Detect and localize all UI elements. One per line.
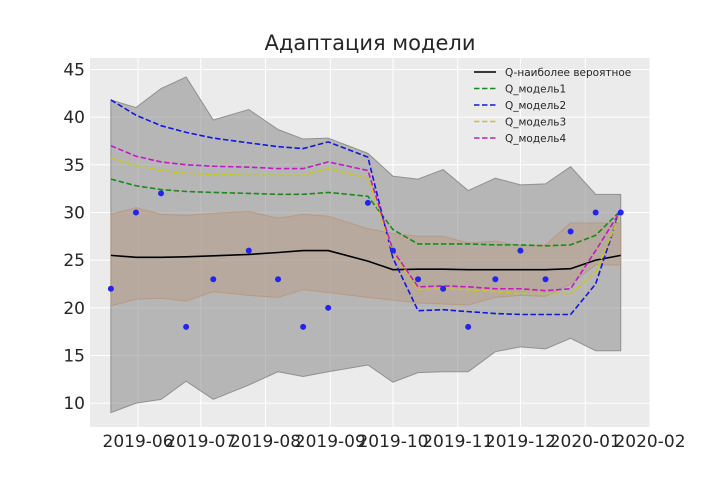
legend-label: Q-наиболее вероятное — [505, 67, 631, 79]
data-point — [210, 276, 217, 283]
x-tick-label: 2019-09 — [295, 432, 366, 452]
axis-tick-labels: 10152025303540452019-062019-072019-08201… — [63, 60, 685, 452]
series-line-1 — [110, 178, 622, 247]
data-point — [592, 209, 599, 216]
data-point — [325, 304, 332, 311]
data-point — [107, 285, 114, 292]
x-tick-label: 2020-01 — [550, 432, 621, 452]
data-point — [275, 276, 282, 283]
series-line-0 — [110, 249, 621, 271]
y-tick-label: 20 — [63, 299, 85, 319]
series-line-3 — [110, 157, 622, 295]
y-tick-label: 10 — [63, 394, 85, 414]
series-line-2 — [110, 99, 622, 316]
observed-points — [107, 190, 624, 330]
data-point — [158, 190, 165, 197]
legend-label: Q_модель3 — [505, 117, 566, 129]
legend-label: Q_модель4 — [505, 133, 566, 145]
x-tick-label: 2019-07 — [165, 432, 236, 452]
x-tick-label: 2020-02 — [614, 432, 685, 452]
y-tick-label: 35 — [63, 156, 85, 176]
x-tick-label: 2019-06 — [103, 432, 174, 452]
y-tick-label: 45 — [63, 60, 85, 80]
data-point — [132, 209, 139, 216]
data-point — [415, 276, 422, 283]
data-point — [364, 199, 371, 206]
y-tick-label: 25 — [63, 251, 85, 271]
legend-label: Q_модель1 — [505, 84, 566, 96]
y-tick-label: 30 — [63, 203, 85, 223]
outer-interval-band — [110, 76, 622, 414]
data-point — [389, 247, 396, 254]
data-point — [465, 323, 472, 330]
data-point — [440, 285, 447, 292]
data-point — [245, 247, 252, 254]
data-point — [492, 276, 499, 283]
data-point — [567, 228, 574, 235]
series-lines — [110, 99, 622, 316]
series-line-4 — [110, 144, 622, 292]
y-tick-label: 15 — [63, 346, 85, 366]
data-point — [617, 209, 624, 216]
legend-label: Q_модель2 — [505, 100, 566, 112]
chart-title: Адаптация модели — [264, 31, 475, 55]
data-point — [517, 247, 524, 254]
legend: Q-наиболее вероятное Q_модель1 Q_модель2 Q_… — [474, 67, 631, 145]
data-point — [183, 323, 190, 330]
x-tick-label: 2019-12 — [485, 432, 556, 452]
data-point — [542, 276, 549, 283]
y-tick-label: 40 — [63, 108, 85, 128]
x-tick-label: 2019-11 — [422, 432, 493, 452]
data-point — [300, 323, 307, 330]
x-tick-label: 2019-10 — [357, 432, 428, 452]
x-tick-label: 2019-08 — [230, 432, 301, 452]
